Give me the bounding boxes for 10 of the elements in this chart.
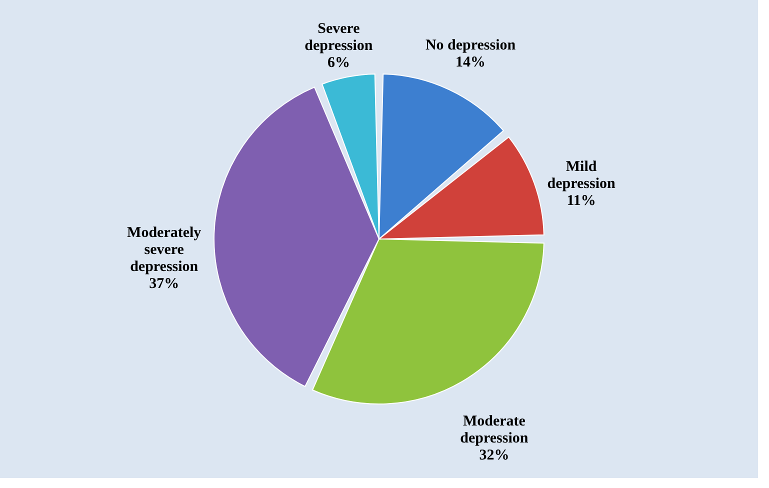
slice-label: Moderately severe depression (127, 225, 202, 276)
data-label: 37% (149, 276, 180, 292)
data-label: 11% (566, 193, 596, 210)
slice-label: No depression (425, 37, 516, 54)
data-label: 6% (327, 54, 350, 71)
slice-label: Moderate depression (460, 414, 529, 447)
data-label: 14% (456, 54, 486, 70)
slice-label: Severe depression (304, 20, 374, 54)
data-label: 32% (479, 448, 510, 464)
slice-label: Mild depression (547, 159, 616, 192)
